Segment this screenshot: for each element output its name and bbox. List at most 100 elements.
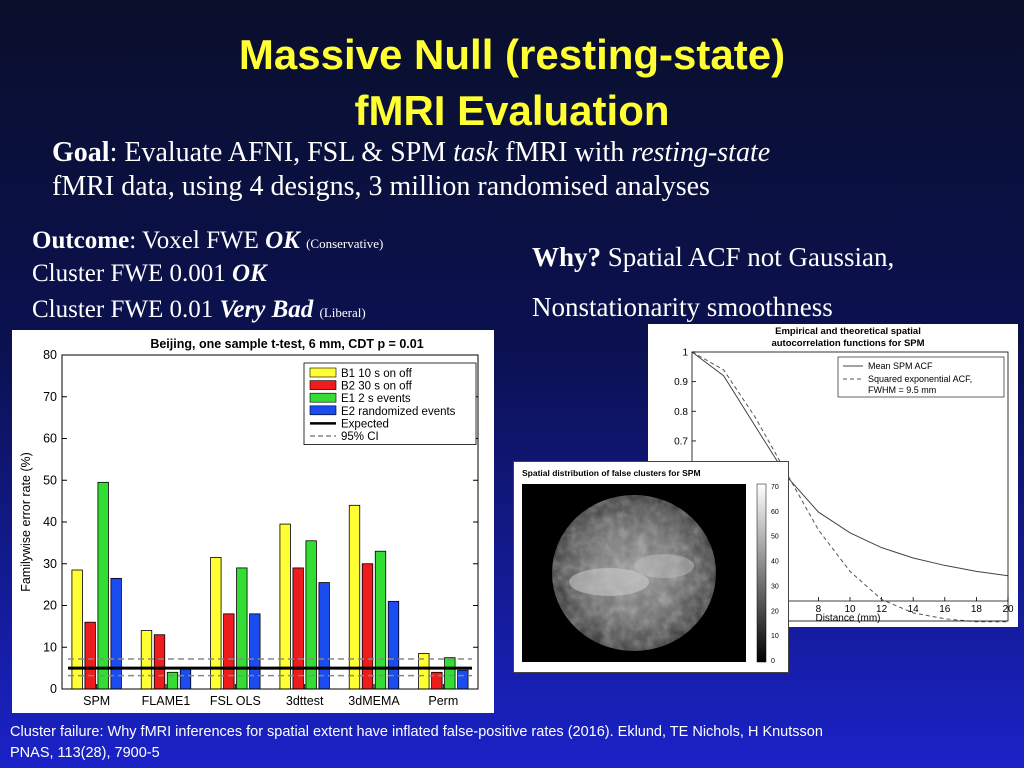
goal-text-1: : Evaluate AFNI, FSL & SPM bbox=[109, 137, 454, 168]
bar-spm-4 bbox=[110, 577, 122, 690]
legend-label: B2 30 s on off bbox=[341, 381, 413, 393]
bar-perm-4 bbox=[457, 669, 469, 690]
bar-ytick-label: 60 bbox=[43, 432, 57, 446]
bar-ytick-label: 10 bbox=[43, 640, 57, 654]
bar-ytick-label: 50 bbox=[43, 473, 57, 487]
bar-spm-2 bbox=[84, 621, 96, 690]
acf-xtick-label: 12 bbox=[876, 604, 888, 615]
why-block: Why? Spatial ACF not Gaussian, Nonstatio… bbox=[532, 232, 894, 332]
bar-xtick-label: 3dMEMA bbox=[348, 694, 400, 708]
legend-label: B1 10 s on off bbox=[341, 368, 413, 380]
bar-xtick-label: FSL OLS bbox=[210, 694, 261, 708]
legend-swatch bbox=[309, 405, 337, 416]
goal-line2: fMRI data, using 4 designs, 3 million ra… bbox=[52, 171, 710, 202]
outcome-label: Outcome bbox=[32, 227, 130, 254]
bar-fsl-ols-4 bbox=[249, 613, 261, 690]
acf-xlabel: Distance (mm) bbox=[815, 613, 880, 624]
bar-ytick-label: 40 bbox=[43, 515, 57, 529]
slide-title-line2: fMRI Evaluation bbox=[354, 87, 670, 134]
acf-title-line1: Empirical and theoretical spatial bbox=[775, 326, 921, 337]
legend-label: 95% CI bbox=[341, 431, 379, 443]
acf-ytick-label: 0.7 bbox=[674, 436, 688, 447]
acf-xtick-label: 18 bbox=[971, 604, 983, 615]
colorbar-tick-label: 40 bbox=[771, 559, 779, 566]
acf-xtick-label: 14 bbox=[908, 604, 920, 615]
footer-line1: Cluster failure: Why fMRI inferences for… bbox=[10, 724, 823, 740]
legend-label: E1 2 s events bbox=[341, 393, 411, 405]
bar-3dmema-2 bbox=[361, 563, 374, 690]
cluster01-liberal: (Liberal) bbox=[319, 305, 366, 320]
bar-flame1-4 bbox=[179, 667, 192, 690]
outcome-text: : Voxel FWE bbox=[129, 227, 266, 254]
colorbar-tick-label: 50 bbox=[771, 534, 779, 541]
acf-title-line2: autocorrelation functions for SPM bbox=[771, 338, 924, 349]
bar-plot-frame bbox=[61, 354, 479, 690]
outcome-block: Outcome: Voxel FWE OK (Conservative) Clu… bbox=[32, 226, 383, 328]
bar-ytick-label: 20 bbox=[43, 599, 57, 613]
bar-3dttest-4 bbox=[318, 582, 330, 690]
bar-perm-2 bbox=[431, 671, 443, 690]
bar-3dttest-1 bbox=[279, 523, 291, 690]
bar-chart-ylabel: Familywise error rate (%) bbox=[19, 452, 33, 592]
bar-xtick-label: Perm bbox=[428, 694, 458, 708]
colorbar-tick-label: 20 bbox=[771, 608, 779, 615]
goal-task: task bbox=[453, 137, 499, 168]
bar-3dmema-1 bbox=[348, 504, 361, 690]
footer-line2: PNAS, 113(28), 7900-5 bbox=[10, 745, 160, 761]
bar-flame1-3 bbox=[166, 671, 179, 690]
bar-ytick-label: 80 bbox=[43, 348, 57, 362]
legend-label: Mean SPM ACF bbox=[868, 361, 933, 371]
slide-title-line1: Massive Null (resting-state) bbox=[238, 31, 786, 78]
heatmap-chart: Spatial distribution of false clusters f… bbox=[522, 468, 779, 665]
legend-swatch bbox=[309, 380, 337, 390]
bar-flame1-1 bbox=[140, 630, 153, 690]
why-line2: Nonstationarity smoothness bbox=[532, 292, 833, 322]
mean-spm-acf-line bbox=[691, 351, 1009, 577]
heatmap-panel: Spatial distribution of false clusters f… bbox=[513, 461, 789, 673]
colorbar-tick-label: 70 bbox=[771, 484, 779, 491]
cluster01-bad: Very Bad bbox=[219, 296, 314, 323]
colorbar bbox=[756, 483, 767, 663]
acf-xtick-label: 8 bbox=[816, 604, 822, 615]
legend-swatch bbox=[309, 367, 337, 378]
legend-label-cont: FWHM = 9.5 mm bbox=[868, 385, 936, 395]
goal-label: Goal bbox=[52, 137, 110, 168]
heatmap-title: Spatial distribution of false clusters f… bbox=[522, 468, 701, 478]
legend-label: Squared exponential ACF, bbox=[868, 374, 972, 384]
colorbar-tick-label: 60 bbox=[771, 509, 779, 516]
cluster001-text: Cluster FWE 0.001 bbox=[32, 260, 232, 287]
bar-fsl-ols-2 bbox=[223, 613, 235, 690]
bar-spm-1 bbox=[71, 569, 83, 690]
bar-xtick-label: FLAME1 bbox=[142, 694, 191, 708]
squared-exponential-acf-line bbox=[691, 351, 1008, 623]
acf-ytick-label: 1 bbox=[682, 348, 688, 359]
acf-xtick-label: 16 bbox=[939, 604, 951, 615]
hotspot-right bbox=[634, 554, 694, 578]
goal-text: Goal: Evaluate AFNI, FSL & SPM task fMRI… bbox=[52, 136, 770, 204]
bar-chart-panel: Beijing, one sample t-test, 6 mm, CDT p … bbox=[12, 330, 494, 713]
bar-perm-3 bbox=[444, 657, 456, 690]
acf-ytick-label: 0.9 bbox=[674, 377, 688, 388]
outcome-ok: OK bbox=[265, 227, 300, 254]
legend-swatch bbox=[309, 392, 337, 403]
bar-3dttest-2 bbox=[292, 567, 304, 690]
citation-footer: Cluster failure: Why fMRI inferences for… bbox=[10, 722, 1010, 764]
bar-xtick-label: SPM bbox=[83, 694, 110, 708]
goal-text-2: fMRI with bbox=[498, 137, 632, 168]
bar-flame1-2 bbox=[153, 634, 166, 690]
cluster001-ok: OK bbox=[232, 260, 267, 287]
colorbar-tick-label: 30 bbox=[771, 583, 779, 590]
acf-ytick-label: 0.8 bbox=[674, 407, 688, 418]
acf-chart: Empirical and theoretical spatialautocor… bbox=[656, 326, 1014, 624]
why-label: Why? bbox=[532, 242, 602, 272]
bar-ytick-label: 30 bbox=[43, 557, 57, 571]
hotspot-left bbox=[569, 568, 649, 596]
bar-fsl-ols-3 bbox=[236, 567, 248, 690]
cluster01-text: Cluster FWE 0.01 bbox=[32, 296, 220, 323]
outcome-conservative: (Conservative) bbox=[306, 236, 384, 251]
legend-label: Expected bbox=[341, 418, 389, 430]
colorbar-tick-label: 10 bbox=[771, 633, 779, 640]
goal-resting: resting-state bbox=[631, 137, 771, 168]
why-text: Spatial ACF not Gaussian, bbox=[601, 242, 895, 272]
bar-spm-3 bbox=[97, 481, 109, 690]
